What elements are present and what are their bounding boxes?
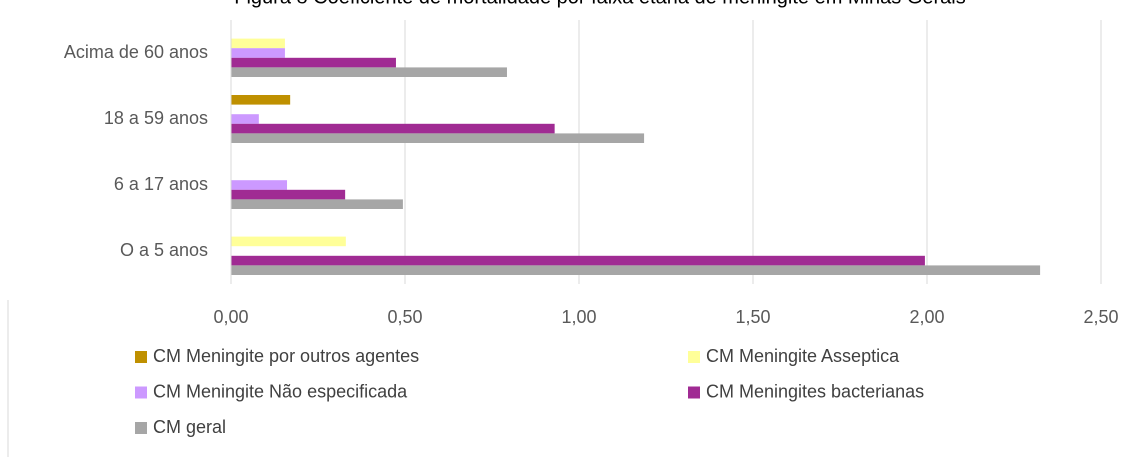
legend: CM Meningite por outros agentes CM Mening… — [135, 346, 924, 437]
bar — [231, 199, 403, 209]
bar — [231, 123, 555, 134]
x-tick-label: 2,50 — [1083, 307, 1118, 327]
x-tick-label: 1,00 — [561, 307, 596, 327]
bar — [231, 236, 346, 247]
bar — [231, 255, 925, 266]
y-tick-label: Acima de 60 anos — [64, 42, 208, 62]
bar — [231, 67, 507, 77]
bar — [231, 180, 288, 190]
legend-label: CM Meningite Não especificada — [153, 381, 408, 401]
bar — [231, 95, 291, 105]
bar — [231, 265, 1041, 275]
legend-label: CM Meningite por outros agentes — [153, 346, 419, 366]
x-tick-label: 0,50 — [387, 307, 422, 327]
bar — [231, 189, 346, 200]
y-tick-label: O a 5 anos — [120, 240, 208, 260]
bar — [231, 57, 396, 68]
legend-swatch — [688, 351, 700, 363]
x-tick-label: 1,50 — [735, 307, 770, 327]
legend-label: CM geral — [153, 417, 226, 437]
x-tick-label: 0,00 — [213, 307, 248, 327]
bar — [231, 38, 285, 49]
bar — [231, 114, 259, 124]
legend-swatch — [688, 386, 700, 399]
legend-swatch — [135, 422, 147, 434]
x-tick-label: 2,00 — [909, 307, 944, 327]
legend-swatch — [135, 351, 147, 363]
legend-label: CM Meningite Asseptica — [706, 346, 900, 366]
legend-label: CM Meningites bacterianas — [706, 381, 924, 401]
bar — [231, 48, 285, 58]
chart-title: Figura 8 Coeficiente de mortalidade por … — [234, 0, 965, 8]
bar — [231, 133, 645, 143]
y-tick-label: 18 a 59 anos — [104, 108, 208, 128]
y-tick-label: 6 a 17 anos — [114, 174, 208, 194]
legend-swatch — [135, 386, 147, 399]
